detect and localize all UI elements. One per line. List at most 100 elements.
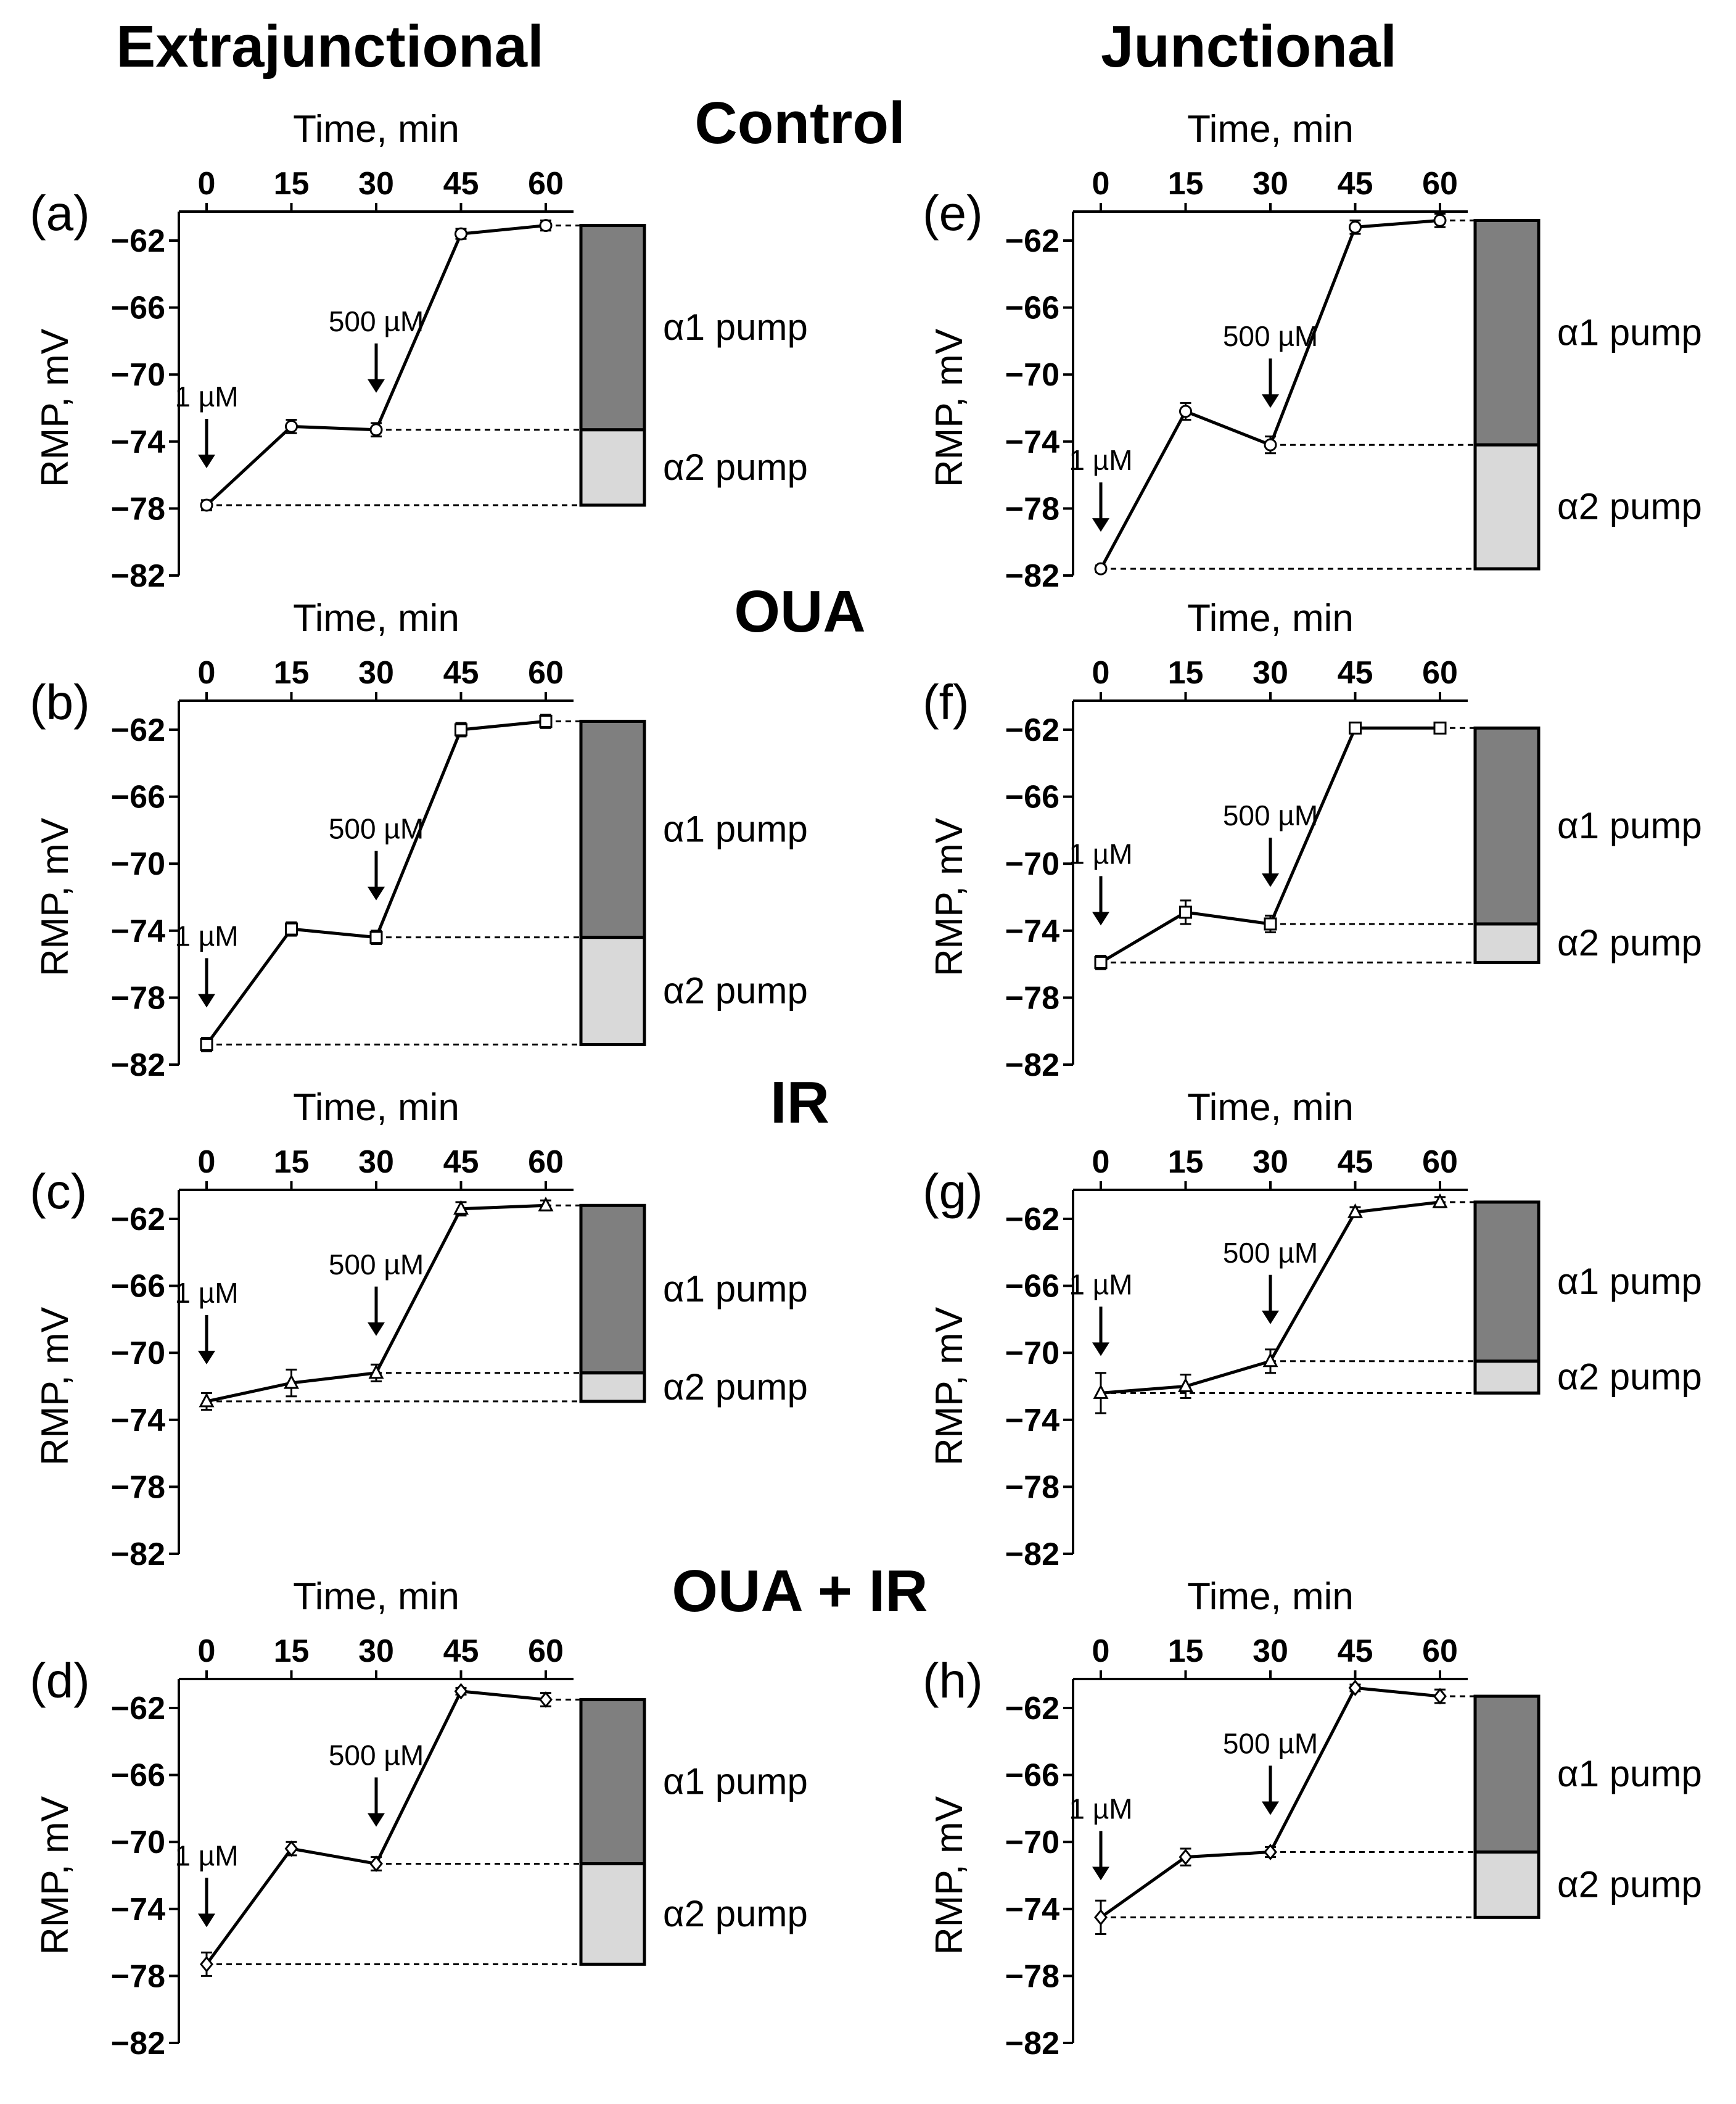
y-tick-label: −78 xyxy=(1005,980,1059,1016)
dose-low-arrowhead xyxy=(1092,1867,1109,1881)
dose-low-arrowhead xyxy=(198,454,215,468)
x-tick-label: 60 xyxy=(528,166,564,202)
y-tick-label: −70 xyxy=(1005,1335,1059,1371)
data-point xyxy=(1433,721,1447,735)
data-point xyxy=(1264,917,1277,931)
y-tick-label: −82 xyxy=(111,1537,165,1572)
alpha2-pump-label: α2 pump xyxy=(1557,922,1702,963)
data-point xyxy=(1264,1844,1277,1860)
x-tick-label: 15 xyxy=(1168,1144,1204,1180)
y-tick-label: −62 xyxy=(111,223,165,259)
y-tick-label: −82 xyxy=(1005,1047,1059,1083)
x-tick-label: 15 xyxy=(274,1633,310,1669)
y-tick-label: −78 xyxy=(1005,1469,1059,1505)
y-tick-label: −82 xyxy=(111,1047,165,1083)
data-point xyxy=(369,1855,383,1872)
alpha2-pump-label: α2 pump xyxy=(1557,486,1702,527)
dose-high-label: 500 µM xyxy=(329,1248,424,1281)
panel-e: (e) Time, min 0 15 30 45 60 −62 −66 −70 −74 −78 −82 R… xyxy=(923,108,1702,594)
alpha1-pump-label: α1 pump xyxy=(1557,311,1702,353)
panel-label: (a) xyxy=(30,186,90,241)
alpha2-pump-bar xyxy=(579,936,646,1046)
dose-low-label: 1 µM xyxy=(175,920,238,952)
data-point xyxy=(455,227,467,241)
y-axis-label: RMP, mV xyxy=(928,1306,971,1466)
data-point xyxy=(200,1038,213,1051)
x-axis-label: Time, min xyxy=(293,1086,459,1129)
y-axis-label: RMP, mV xyxy=(34,1306,76,1466)
y-tick-label: −62 xyxy=(111,1202,165,1237)
y-axis-label: RMP, mV xyxy=(928,1796,971,1955)
data-point xyxy=(454,1683,468,1700)
y-tick-label: −74 xyxy=(1005,914,1059,949)
y-tick-label: −62 xyxy=(1005,223,1059,259)
dose-low-arrowhead xyxy=(1092,912,1109,926)
alpha1-pump-bar xyxy=(579,224,646,432)
y-tick-label: −70 xyxy=(111,357,165,393)
panel-label: (g) xyxy=(923,1164,983,1219)
x-axis-label: Time, min xyxy=(1187,597,1354,640)
x-tick-label: 30 xyxy=(358,1144,394,1180)
x-tick-label: 0 xyxy=(1092,1633,1110,1669)
data-point xyxy=(199,1392,215,1408)
x-tick-label: 15 xyxy=(274,1144,310,1180)
y-tick-label: −62 xyxy=(1005,1202,1059,1237)
x-tick-label: 15 xyxy=(274,655,310,691)
x-tick-label: 45 xyxy=(443,1633,479,1669)
condition-title-oua-ir: OUA + IR xyxy=(672,1558,928,1624)
x-tick-label: 60 xyxy=(1422,166,1458,202)
alpha2-pump-label: α2 pump xyxy=(663,1893,808,1934)
x-tick-label: 0 xyxy=(198,1144,216,1180)
x-tick-label: 30 xyxy=(358,1633,394,1669)
x-tick-label: 0 xyxy=(198,655,216,691)
alpha1-pump-bar xyxy=(1473,1200,1541,1363)
alpha1-pump-label: α1 pump xyxy=(663,1268,808,1310)
y-axis-label: RMP, mV xyxy=(928,328,971,487)
panel-label: (c) xyxy=(30,1164,87,1219)
x-tick-label: 30 xyxy=(1253,1633,1288,1669)
y-tick-label: −66 xyxy=(111,1758,165,1794)
data-point xyxy=(1433,213,1447,227)
dose-high-arrowhead xyxy=(368,886,385,901)
dose-low-label: 1 µM xyxy=(1069,838,1132,870)
alpha2-pump-bar xyxy=(579,428,646,507)
alpha1-pump-bar xyxy=(579,719,646,939)
y-tick-label: −78 xyxy=(111,980,165,1016)
data-point xyxy=(200,498,213,512)
condition-title-oua: OUA xyxy=(734,579,865,645)
panel-f: (f) Time, min 0 15 30 45 60 −62 −66 −70 −74 −78 −82 R… xyxy=(923,597,1702,1083)
y-tick-label: −70 xyxy=(1005,846,1059,882)
y-tick-label: −78 xyxy=(1005,491,1059,527)
alpha1-pump-label: α1 pump xyxy=(1557,1261,1702,1302)
panel-b: (b) Time, min 0 15 30 45 60 −62 −66 −70 −74 −78 −82 R… xyxy=(30,597,808,1083)
dose-low-arrowhead xyxy=(198,1913,215,1928)
x-tick-label: 30 xyxy=(358,166,394,202)
dose-high-label: 500 µM xyxy=(1223,1237,1318,1269)
data-point xyxy=(455,723,467,736)
x-axis-label: Time, min xyxy=(1187,108,1354,151)
panel-d: (d) Time, min 0 15 30 45 60 −62 −66 −70 −74 −78 −82 R… xyxy=(30,1575,808,2061)
x-tick-label: 0 xyxy=(1092,655,1110,691)
alpha2-pump-label: α2 pump xyxy=(663,1366,808,1408)
data-point xyxy=(369,423,383,437)
alpha2-pump-label: α2 pump xyxy=(1557,1356,1702,1398)
y-tick-label: −62 xyxy=(1005,1691,1059,1727)
data-point xyxy=(1178,1377,1193,1392)
y-tick-label: −66 xyxy=(1005,780,1059,815)
y-tick-label: −66 xyxy=(1005,1758,1059,1794)
y-tick-label: −74 xyxy=(1005,1403,1059,1438)
y-tick-label: −82 xyxy=(1005,1537,1059,1572)
dose-low-label: 1 µM xyxy=(175,1839,238,1871)
y-tick-label: −70 xyxy=(111,1825,165,1860)
panel-label: (f) xyxy=(923,675,969,730)
y-tick-label: −70 xyxy=(1005,357,1059,393)
x-axis-label: Time, min xyxy=(1187,1086,1354,1129)
alpha2-pump-bar xyxy=(1473,443,1541,571)
condition-title-ir: IR xyxy=(770,1070,829,1136)
y-tick-label: −78 xyxy=(111,1958,165,1994)
dose-low-label: 1 µM xyxy=(1069,1268,1132,1300)
data-point xyxy=(453,1200,469,1215)
x-tick-label: 15 xyxy=(274,166,310,202)
